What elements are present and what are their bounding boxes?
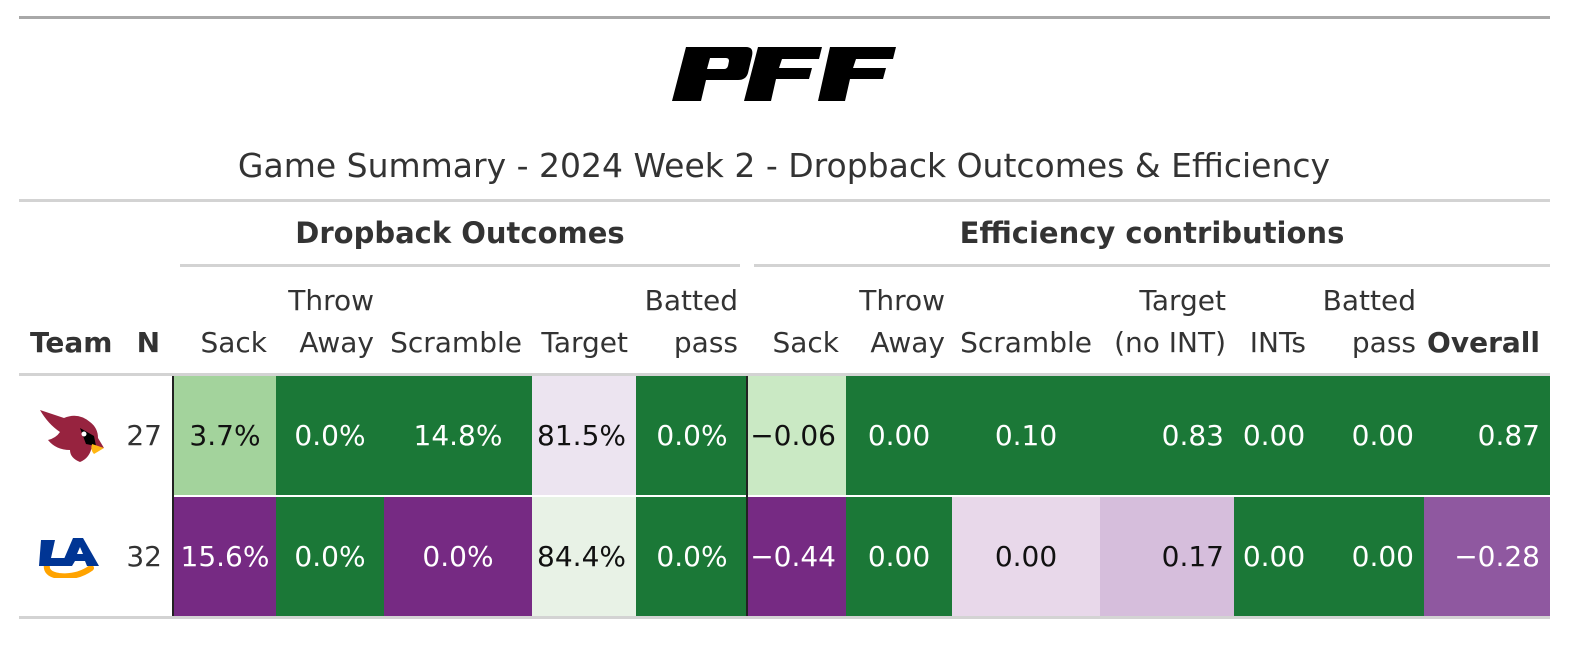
header-out-batted-l1: Batted — [644, 284, 738, 317]
header-out-batted-l2: pass — [673, 326, 738, 359]
header-n: N — [136, 326, 160, 359]
header-eff-scramble: Scramble — [960, 326, 1092, 359]
out-batted-cell: 0.0% — [636, 497, 748, 616]
eff-overall-cell: 0.87 — [1424, 376, 1550, 495]
header-eff-ints: INTs — [1249, 326, 1306, 359]
cardinals-icon — [40, 410, 104, 462]
eff-scramble-cell: 0.10 — [952, 376, 1100, 495]
out-throw-away-cell: 0.0% — [276, 497, 384, 616]
out-target-cell: 81.5% — [532, 376, 636, 495]
header-eff-sack: Sack — [772, 326, 839, 359]
eff-overall-cell: −0.28 — [1424, 497, 1550, 616]
header-eff-target-l2: (no INT) — [1114, 326, 1226, 359]
eff-throw-away-cell: 0.00 — [846, 376, 952, 495]
eff-ints-cell: 0.00 — [1234, 497, 1314, 616]
out-target-cell: 84.4% — [532, 497, 636, 616]
eff-sack-cell: −0.06 — [748, 376, 846, 495]
eff-target-cell: 0.83 — [1100, 376, 1234, 495]
title-rule — [19, 199, 1550, 202]
header-eff-batted-l2: pass — [1351, 326, 1416, 359]
pff-logo — [672, 47, 896, 101]
header-out-sack: Sack — [200, 326, 267, 359]
group-divider — [746, 376, 748, 616]
bottom-rule — [19, 616, 1550, 619]
header-rule — [19, 373, 1550, 376]
n-cell: 32 — [126, 540, 162, 573]
out-scramble-cell: 0.0% — [384, 497, 532, 616]
header-out-scramble: Scramble — [390, 326, 522, 359]
out-sack-cell: 3.7% — [174, 376, 276, 495]
out-sack-cell: 15.6% — [174, 497, 276, 616]
header-out-throw-l1: Throw — [288, 284, 374, 317]
top-rule — [19, 16, 1550, 19]
header-out-target: Target — [541, 326, 628, 359]
row-separator — [19, 496, 1550, 497]
header-eff-target-l1: Target — [1139, 284, 1226, 317]
eff-throw-away-cell: 0.00 — [846, 497, 952, 616]
out-scramble-cell: 14.8% — [384, 376, 532, 495]
rams-logo — [30, 497, 110, 615]
out-throw-away-cell: 0.0% — [276, 376, 384, 495]
eff-target-cell: 0.17 — [1100, 497, 1234, 616]
header-eff-overall: Overall — [1427, 326, 1540, 359]
header-out-throw-l2: Away — [299, 326, 374, 359]
spanner-efficiency: Efficiency contributions — [959, 216, 1345, 250]
header-eff-throw-l2: Away — [870, 326, 945, 359]
eff-scramble-cell: 0.00 — [952, 497, 1100, 616]
n-cell: 27 — [126, 419, 162, 452]
spanner-rule-outcomes — [180, 264, 740, 267]
eff-batted-cell: 0.00 — [1314, 497, 1424, 616]
eff-sack-cell: −0.44 — [748, 497, 846, 616]
spanner-rule-efficiency — [754, 264, 1550, 267]
cardinals-logo — [30, 376, 110, 494]
table-title: Game Summary - 2024 Week 2 - Dropback Ou… — [237, 146, 1331, 185]
out-batted-cell: 0.0% — [636, 376, 748, 495]
rams-icon — [39, 538, 99, 578]
eff-batted-cell: 0.00 — [1314, 376, 1424, 495]
group-divider — [172, 376, 174, 616]
header-eff-batted-l1: Batted — [1322, 284, 1416, 317]
header-eff-throw-l1: Throw — [859, 284, 945, 317]
header-team: Team — [30, 326, 113, 359]
spanner-dropback-outcomes: Dropback Outcomes — [295, 216, 625, 250]
eff-ints-cell: 0.00 — [1234, 376, 1314, 495]
